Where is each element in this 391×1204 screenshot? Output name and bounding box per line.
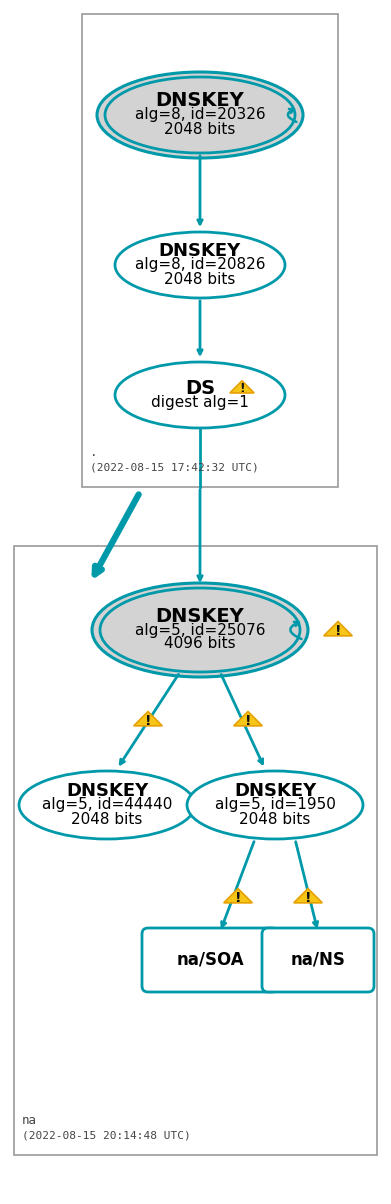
Text: 2048 bits: 2048 bits — [239, 811, 311, 826]
Text: DNSKEY: DNSKEY — [156, 92, 244, 111]
Text: !: ! — [145, 714, 151, 727]
Text: DNSKEY: DNSKEY — [159, 242, 241, 260]
Ellipse shape — [187, 771, 363, 839]
Text: digest alg=1: digest alg=1 — [151, 395, 249, 409]
Text: DNSKEY: DNSKEY — [156, 607, 244, 626]
Polygon shape — [294, 889, 322, 903]
Bar — [82, 14, 338, 486]
Text: (2022-08-15 17:42:32 UTC): (2022-08-15 17:42:32 UTC) — [90, 464, 259, 473]
Ellipse shape — [19, 771, 195, 839]
Text: alg=5, id=44440: alg=5, id=44440 — [42, 797, 172, 813]
Polygon shape — [324, 621, 352, 636]
Text: DS: DS — [185, 378, 215, 397]
Ellipse shape — [92, 583, 308, 677]
Ellipse shape — [115, 232, 285, 299]
Polygon shape — [134, 712, 162, 726]
Polygon shape — [234, 712, 262, 726]
Text: alg=8, id=20326: alg=8, id=20326 — [135, 107, 265, 123]
Text: 4096 bits: 4096 bits — [164, 637, 236, 651]
Text: !: ! — [305, 891, 311, 904]
Text: DNSKEY: DNSKEY — [234, 783, 316, 799]
Text: na/NS: na/NS — [291, 951, 345, 969]
Bar — [14, 545, 377, 1155]
Text: 2048 bits: 2048 bits — [164, 271, 236, 287]
Text: na: na — [22, 1114, 37, 1127]
Ellipse shape — [105, 77, 295, 153]
Text: !: ! — [245, 714, 251, 727]
FancyBboxPatch shape — [262, 928, 374, 992]
Polygon shape — [230, 380, 254, 393]
Text: 2048 bits: 2048 bits — [164, 122, 236, 136]
Ellipse shape — [97, 72, 303, 158]
Text: (2022-08-15 20:14:48 UTC): (2022-08-15 20:14:48 UTC) — [22, 1131, 191, 1141]
Text: .: . — [90, 445, 97, 459]
Text: !: ! — [335, 624, 341, 638]
Text: !: ! — [235, 891, 241, 904]
Text: alg=8, id=20826: alg=8, id=20826 — [135, 258, 265, 272]
Polygon shape — [224, 889, 252, 903]
Text: alg=5, id=25076: alg=5, id=25076 — [135, 622, 265, 637]
Ellipse shape — [100, 588, 300, 672]
Ellipse shape — [115, 362, 285, 427]
FancyBboxPatch shape — [142, 928, 278, 992]
Text: 2048 bits: 2048 bits — [71, 811, 143, 826]
Text: !: ! — [239, 382, 245, 395]
Text: alg=5, id=1950: alg=5, id=1950 — [215, 797, 335, 813]
Text: DNSKEY: DNSKEY — [66, 783, 148, 799]
Text: na/SOA: na/SOA — [176, 951, 244, 969]
